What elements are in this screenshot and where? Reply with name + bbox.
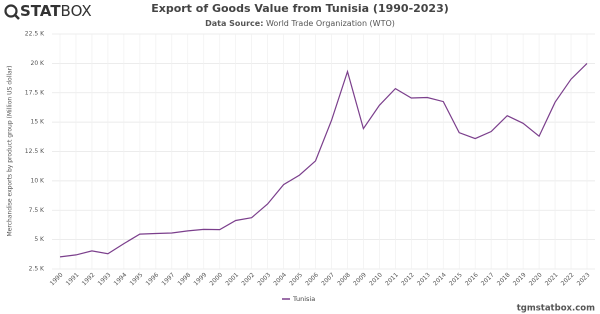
x-tick-label: 2002 [240, 271, 256, 287]
footer: tgmstatbox.com [517, 304, 595, 314]
x-tick-label: 2015 [448, 271, 464, 287]
x-tick-label: 2003 [256, 271, 272, 287]
subtitle: Data Source: World Trade Organization (W… [205, 19, 395, 28]
x-tick-label: 2019 [512, 271, 528, 287]
y-tick-label: 17.5 K [25, 89, 45, 96]
x-tick-label: 1994 [113, 271, 129, 287]
y-axis-label: Merchandise exports by product group (Mi… [7, 65, 14, 236]
legend-label: Tunisia [292, 295, 315, 303]
x-tick-label: 2000 [208, 271, 224, 287]
x-tick-label: 1993 [97, 271, 113, 287]
x-tick-label: 1992 [81, 271, 97, 287]
logo-icon [4, 4, 18, 18]
x-tick-label: 2009 [352, 271, 368, 287]
x-tick-label: 2008 [336, 271, 352, 287]
y-tick-label: 2.5 K [29, 266, 45, 273]
y-tick-label: 15 K [31, 119, 46, 126]
x-tick-label: 2023 [576, 271, 592, 287]
logo-icon [14, 14, 20, 20]
x-tick-label: 2010 [368, 271, 384, 287]
source-label: Data Source: [205, 19, 263, 28]
x-tick-label: 2007 [320, 271, 336, 287]
x-tick-label: 2012 [400, 271, 416, 287]
x-tick-label: 2011 [384, 271, 400, 287]
x-tick-label: 1991 [65, 271, 81, 287]
x-tick-label: 1997 [161, 271, 177, 287]
x-tick-label: 2004 [272, 271, 288, 287]
x-tick-label: 2001 [224, 271, 240, 287]
y-tick-label: 20 K [31, 60, 46, 67]
x-tick-label: 1999 [192, 271, 208, 287]
x-tick-label: 1998 [176, 271, 192, 287]
logo: STATBOX [20, 2, 92, 20]
x-tick-label: 2020 [528, 271, 544, 287]
logo-light: BOX [61, 2, 92, 20]
x-tick-label: 2014 [432, 271, 448, 287]
y-tick-label: 22.5 K [25, 31, 45, 38]
y-tick-label: 10 K [31, 177, 46, 184]
y-tick-label: 5 K [34, 236, 45, 243]
y-tick-label: 7.5 K [29, 207, 45, 214]
x-tick-label: 2005 [288, 271, 304, 287]
x-tick-label: 1990 [49, 271, 65, 287]
chart-title: Export of Goods Value from Tunisia (1990… [151, 2, 449, 15]
logo-bold: STAT [20, 2, 61, 20]
x-tick-label: 1996 [145, 271, 161, 287]
x-tick-label: 2013 [416, 271, 432, 287]
x-tick-label: 2021 [544, 271, 560, 287]
x-tick-label: 2022 [560, 271, 576, 287]
x-tick-label: 1995 [129, 271, 145, 287]
x-tick-label: 2018 [496, 271, 512, 287]
y-tick-label: 12.5 K [25, 148, 45, 155]
x-tick-label: 2006 [304, 271, 320, 287]
x-tick-label: 2017 [480, 271, 496, 287]
source: World Trade Organization (WTO) [266, 19, 395, 28]
x-tick-label: 2016 [464, 271, 480, 287]
line [59, 62, 588, 258]
